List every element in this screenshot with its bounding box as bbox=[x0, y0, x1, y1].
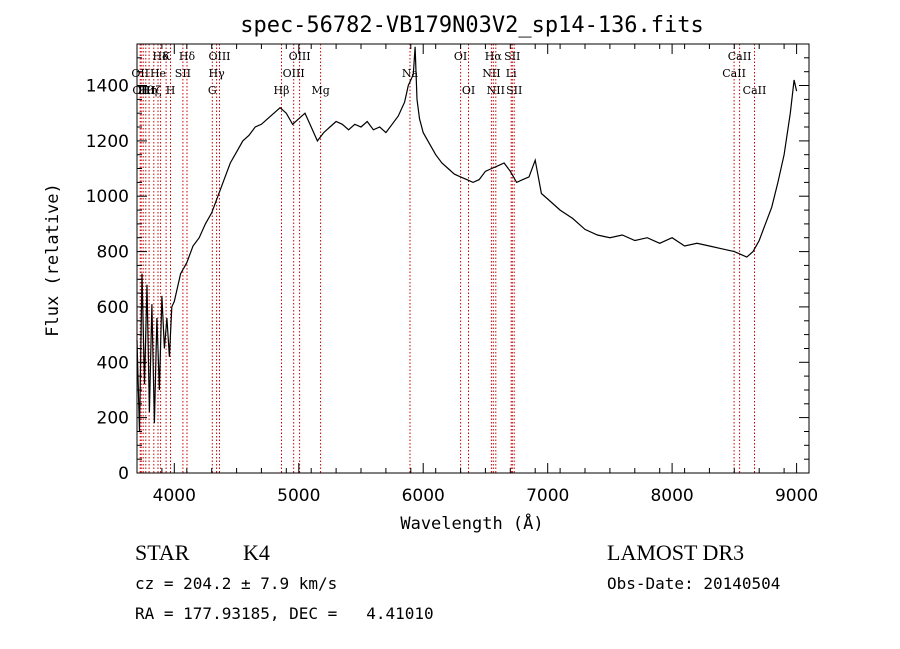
coordinates: RA = 177.93185, DEC = 4.41010 bbox=[135, 604, 434, 623]
line-marker-label: Mg bbox=[311, 84, 329, 97]
line-marker-label: K bbox=[162, 50, 171, 63]
line-marker-label: Hγ bbox=[209, 67, 226, 80]
line-marker-label: G bbox=[208, 84, 217, 97]
y-tick-label: 200 bbox=[97, 409, 129, 429]
line-marker-label: CaII bbox=[722, 67, 746, 80]
plot-frame bbox=[136, 43, 810, 474]
line-marker-label: OIII bbox=[283, 67, 305, 80]
x-axis-label: Wavelength (Å) bbox=[400, 512, 543, 534]
line-marker-label: NII bbox=[487, 84, 505, 97]
y-tick-label: 0 bbox=[118, 464, 129, 484]
y-tick-label: 600 bbox=[97, 298, 129, 318]
line-marker-label: SII bbox=[175, 67, 191, 80]
x-tick-label: 5000 bbox=[277, 486, 320, 506]
spectral-line-markers bbox=[139, 44, 755, 473]
y-tick-label: 1400 bbox=[86, 77, 129, 97]
y-tick-label: 800 bbox=[97, 243, 129, 263]
line-marker-label: OI bbox=[454, 50, 467, 63]
line-marker-label: He bbox=[150, 67, 166, 80]
y-tick-label: 400 bbox=[97, 353, 129, 373]
line-marker-label: NII bbox=[482, 67, 500, 80]
line-marker-label: Li bbox=[506, 67, 517, 80]
line-marker-label: Hδ bbox=[179, 50, 196, 63]
line-marker-label: SII bbox=[504, 50, 520, 63]
line-marker-label: OII bbox=[131, 67, 149, 80]
x-tick-label: 6000 bbox=[402, 486, 445, 506]
line-marker-label: OI bbox=[462, 84, 475, 97]
line-marker-label: H bbox=[138, 84, 148, 97]
line-marker-label: Hζ bbox=[146, 84, 162, 97]
x-tick-label: 8000 bbox=[650, 486, 693, 506]
line-marker-label: OIII bbox=[208, 50, 230, 63]
line-marker-label: SII bbox=[506, 84, 522, 97]
y-tick-label: 1200 bbox=[86, 132, 129, 152]
object-subclass: K4 bbox=[243, 540, 270, 565]
line-marker-label: Hα bbox=[485, 50, 503, 63]
object-class: STAR bbox=[135, 540, 190, 565]
x-tick-label: 9000 bbox=[775, 486, 818, 506]
line-marker-label: Hθ bbox=[138, 84, 155, 97]
x-tick-label: 4000 bbox=[153, 486, 196, 506]
x-axis: 4000 5000 6000 7000 8000 9000 bbox=[136, 44, 818, 506]
observation-date: Obs-Date: 20140504 bbox=[607, 574, 781, 593]
line-marker-label: OIII bbox=[289, 50, 311, 63]
line-marker-label: H bbox=[166, 84, 176, 97]
line-marker-label: CaII bbox=[743, 84, 767, 97]
chart-title: spec-56782-VB179N03V2_sp14-136.fits bbox=[240, 13, 704, 38]
x-tick-label: 7000 bbox=[526, 486, 569, 506]
y-axis-label: Flux (relative) bbox=[43, 183, 63, 337]
line-marker-label: CaII bbox=[728, 50, 752, 63]
y-tick-label: 1000 bbox=[86, 187, 129, 207]
y-axis: 0 200 400 600 800 1000 1200 1400 bbox=[86, 43, 809, 484]
line-marker-label: Hδ bbox=[152, 50, 169, 63]
redshift-velocity: cz = 204.2 ± 7.9 km/s bbox=[135, 574, 338, 593]
spectrum-line bbox=[136, 46, 798, 432]
spectral-line-labels: OIIOIIHHθHηHζHeHδKHSIIHδGHγOIIIHβOIIIOII… bbox=[131, 50, 766, 97]
line-marker-label: Hη bbox=[141, 84, 157, 97]
survey-name: LAMOST DR3 bbox=[607, 540, 745, 565]
line-marker-label: Na bbox=[402, 67, 419, 80]
line-marker-label: Hβ bbox=[274, 84, 290, 97]
